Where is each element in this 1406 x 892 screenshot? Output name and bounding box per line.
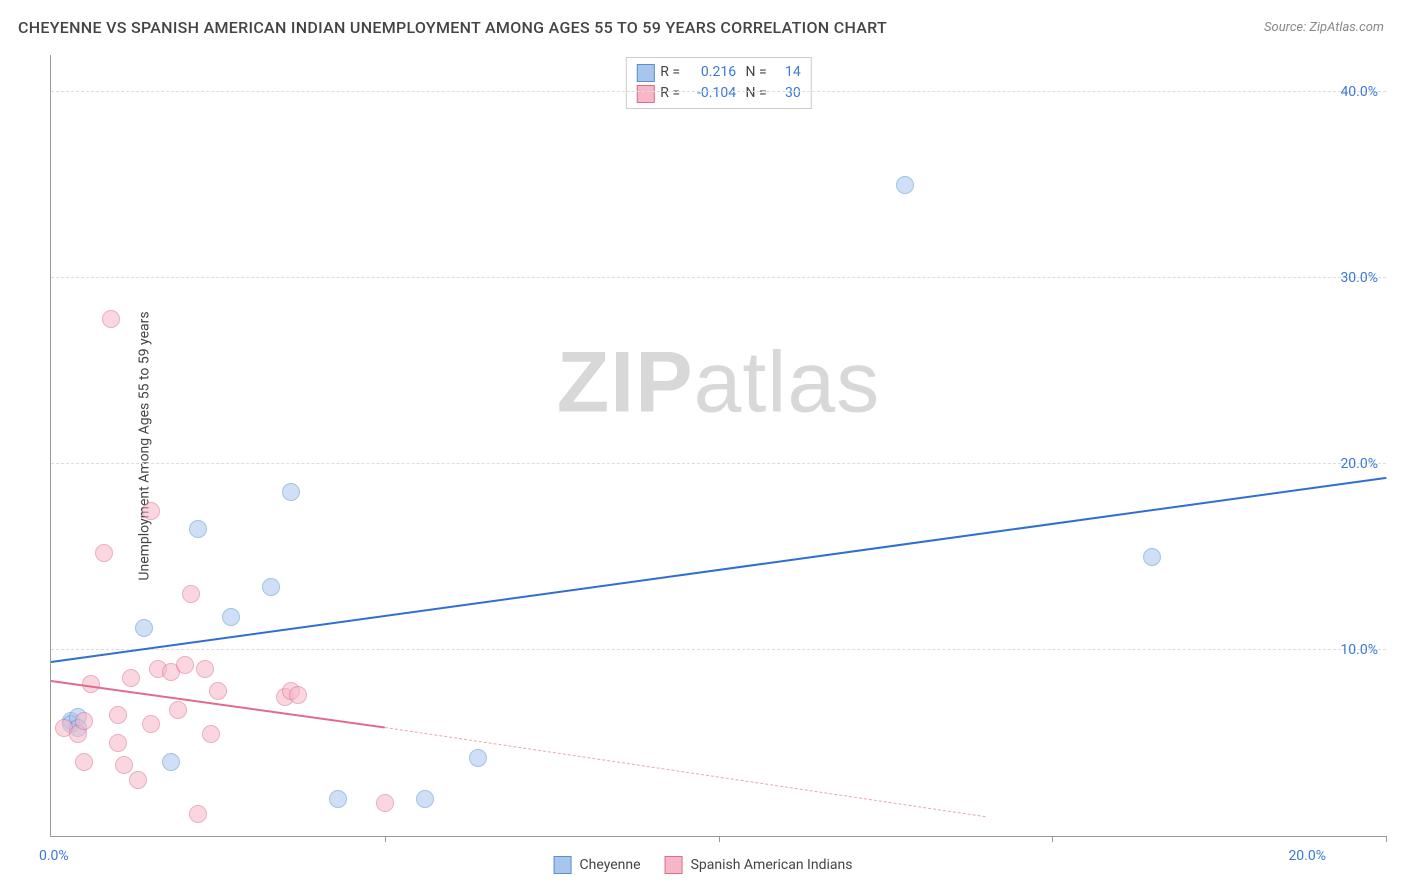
n-label: N = <box>742 83 767 104</box>
data-point <box>82 675 100 693</box>
data-point <box>142 715 160 733</box>
data-point <box>102 310 120 328</box>
data-point <box>329 790 347 808</box>
data-point <box>182 585 200 603</box>
data-point <box>189 805 207 823</box>
chart-title: CHEYENNE VS SPANISH AMERICAN INDIAN UNEM… <box>18 18 887 37</box>
n-value-spanish: 30 <box>773 83 801 104</box>
data-point <box>1143 548 1161 566</box>
swatch-cheyenne <box>636 64 654 82</box>
gridline <box>51 463 1386 464</box>
swatch-spanish <box>665 856 683 874</box>
data-point <box>95 544 113 562</box>
data-point <box>202 725 220 743</box>
data-point <box>75 753 93 771</box>
data-point <box>376 794 394 812</box>
x-tick-max: 20.0% <box>1288 848 1326 864</box>
r-label: R = <box>660 83 680 104</box>
data-point <box>896 176 914 194</box>
legend-item-cheyenne: Cheyenne <box>554 856 641 874</box>
y-tick-label: 40.0% <box>1340 84 1378 100</box>
x-tick <box>1052 836 1053 842</box>
r-label: R = <box>660 62 680 83</box>
x-tick <box>385 836 386 842</box>
plot-area: ZIPatlas R = 0.216 N = 14 R = -0.104 N =… <box>50 55 1386 837</box>
y-tick-label: 20.0% <box>1340 456 1378 472</box>
n-value-cheyenne: 14 <box>773 62 801 83</box>
data-point <box>416 790 434 808</box>
watermark: ZIPatlas <box>557 334 880 433</box>
data-point <box>196 660 214 678</box>
gridline <box>51 91 1386 92</box>
data-point <box>162 753 180 771</box>
x-tick-min: 0.0% <box>39 848 69 864</box>
legend-label-cheyenne: Cheyenne <box>580 857 641 873</box>
data-point <box>142 502 160 520</box>
swatch-spanish <box>636 85 654 103</box>
watermark-zip: ZIP <box>557 335 694 431</box>
x-tick <box>1386 836 1387 842</box>
data-point <box>109 706 127 724</box>
data-point <box>122 669 140 687</box>
watermark-atlas: atlas <box>694 335 881 431</box>
data-point <box>209 682 227 700</box>
y-tick-label: 10.0% <box>1340 642 1378 658</box>
source-attribution: Source: ZipAtlas.com <box>1264 20 1384 35</box>
data-point <box>109 734 127 752</box>
gridline <box>51 277 1386 278</box>
data-point <box>176 656 194 674</box>
data-point <box>115 756 133 774</box>
gridline <box>51 649 1386 650</box>
x-tick <box>719 836 720 842</box>
data-point <box>282 483 300 501</box>
data-point <box>222 608 240 626</box>
legend-label-spanish: Spanish American Indians <box>691 857 853 873</box>
data-point <box>189 520 207 538</box>
stats-legend: R = 0.216 N = 14 R = -0.104 N = 30 <box>625 57 811 109</box>
data-point <box>262 578 280 596</box>
swatch-cheyenne <box>554 856 572 874</box>
data-point <box>135 619 153 637</box>
n-label: N = <box>742 62 767 83</box>
trend-line <box>51 477 1386 663</box>
data-point <box>75 712 93 730</box>
stats-row-cheyenne: R = 0.216 N = 14 <box>636 62 800 83</box>
stats-row-spanish: R = -0.104 N = 30 <box>636 83 800 104</box>
y-tick-label: 30.0% <box>1340 270 1378 286</box>
data-point <box>129 771 147 789</box>
data-point <box>469 749 487 767</box>
legend-item-spanish: Spanish American Indians <box>665 856 853 874</box>
trend-line <box>385 727 986 817</box>
r-value-cheyenne: 0.216 <box>686 62 736 83</box>
r-value-spanish: -0.104 <box>686 83 736 104</box>
data-point <box>169 701 187 719</box>
series-legend: Cheyenne Spanish American Indians <box>554 856 853 874</box>
data-point <box>289 686 307 704</box>
